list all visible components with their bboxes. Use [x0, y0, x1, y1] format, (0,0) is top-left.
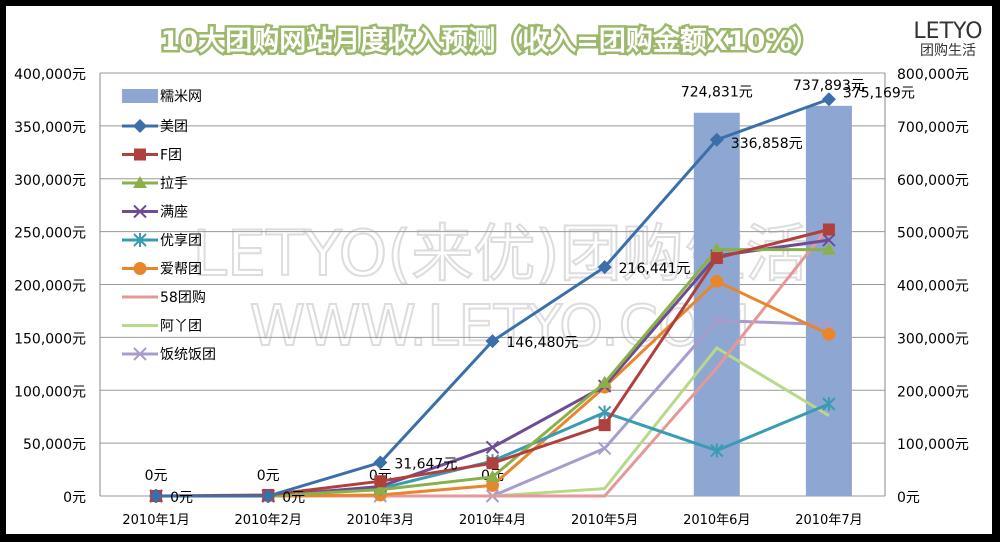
legend-label: 爱帮团 — [160, 262, 202, 278]
point-满座 — [133, 204, 147, 219]
line-data-label: 375,169元 — [843, 85, 915, 101]
point-饭统饭团 — [710, 313, 724, 328]
line-data-label: 0元 — [282, 490, 305, 506]
point-优享团 — [710, 443, 724, 458]
bar-data-label: 0元 — [145, 468, 168, 484]
point-满座 — [822, 233, 836, 247]
line-data-label: 336,858元 — [731, 136, 803, 152]
point-F团 — [374, 475, 387, 488]
y-left-tick: 250,000元 — [14, 226, 86, 242]
point-爱帮团 — [133, 262, 147, 275]
bar-data-label: 0元 — [257, 468, 280, 484]
y-left-tick: 300,000元 — [14, 173, 86, 189]
x-tick: 2010年2月 — [235, 513, 302, 528]
point-美团 — [261, 489, 276, 503]
point-饭统饭团 — [133, 347, 147, 361]
y-right-tick: 0元 — [897, 490, 920, 506]
point-拉手 — [133, 176, 147, 188]
line-data-label: 31,647元 — [394, 457, 457, 473]
y-left-tick: 150,000元 — [14, 331, 86, 347]
legend-label: 阿丫团 — [160, 319, 202, 335]
point-美团 — [149, 489, 164, 503]
point-拉手 — [597, 375, 612, 388]
y-left-tick: 350,000元 — [14, 120, 86, 136]
x-tick: 2010年7月 — [795, 513, 862, 528]
point-拉手 — [709, 242, 724, 255]
y-left-tick: 0元 — [63, 490, 86, 506]
x-tick: 2010年4月 — [459, 513, 526, 528]
point-拉手 — [485, 469, 500, 482]
point-美团 — [133, 119, 147, 133]
legend-label: 饭统饭团 — [160, 347, 216, 363]
line-data-label: 216,441元 — [619, 261, 691, 277]
point-美团 — [373, 455, 388, 470]
logo-top: LETYO — [913, 19, 982, 44]
legend-label: F团 — [160, 148, 182, 164]
bar-data-label: 724,831元 — [681, 85, 753, 101]
point-满座 — [485, 440, 500, 455]
point-拉手 — [373, 482, 388, 495]
point-美团 — [709, 132, 724, 147]
point-美团 — [821, 92, 836, 107]
y-right-tick: 200,000元 — [897, 384, 969, 400]
point-饭统饭团 — [597, 441, 612, 456]
point-美团 — [485, 334, 500, 349]
point-优享团 — [133, 233, 147, 247]
legend-swatch — [122, 89, 158, 103]
y-left-tick: 100,000元 — [14, 384, 86, 400]
legend-label: 优享团 — [160, 232, 202, 249]
y-left-tick: 200,000元 — [14, 279, 86, 295]
y-left-tick: 400,000元 — [14, 67, 86, 83]
point-F团 — [598, 419, 611, 432]
logo-bottom: 团购生活 — [920, 43, 976, 59]
legend-label: 糯米网 — [160, 89, 202, 105]
line-data-label: 146,480元 — [507, 335, 579, 351]
y-right-tick: 700,000元 — [897, 120, 969, 136]
point-拉手 — [821, 242, 836, 255]
point-F团 — [134, 148, 146, 161]
point-F团 — [486, 457, 499, 470]
x-tick: 2010年3月 — [347, 513, 414, 528]
y-right-tick: 100,000元 — [897, 437, 969, 453]
point-美团 — [597, 260, 612, 275]
y-right-tick: 300,000元 — [897, 331, 969, 347]
point-爱帮团 — [710, 274, 724, 288]
line-data-label: 0元 — [170, 490, 193, 506]
x-tick: 2010年5月 — [571, 513, 638, 528]
point-爱帮团 — [486, 478, 499, 492]
point-优享团 — [822, 396, 836, 411]
y-left-tick: 50,000元 — [23, 437, 86, 453]
x-tick: 2010年6月 — [683, 513, 750, 528]
legend-label: 拉手 — [160, 176, 188, 192]
chart-title: 10大团购网站月度收入预测（收入=团购金额X10%） — [161, 25, 820, 57]
y-right-tick: 800,000元 — [897, 67, 969, 83]
x-tick: 2010年1月 — [122, 513, 189, 528]
y-right-tick: 600,000元 — [897, 173, 969, 189]
bar-糯米网 — [693, 112, 740, 496]
point-优享团 — [597, 405, 612, 420]
legend-label: 满座 — [160, 205, 188, 221]
bar-data-label: 737,893元 — [793, 78, 865, 94]
legend-label: 美团 — [160, 119, 188, 135]
y-right-tick: 400,000元 — [897, 279, 969, 295]
legend-label: 58团购 — [160, 290, 206, 306]
point-爱帮团 — [822, 327, 836, 341]
point-F团 — [710, 252, 723, 265]
point-饭统饭团 — [822, 317, 836, 332]
point-F团 — [822, 223, 835, 236]
y-right-tick: 500,000元 — [897, 226, 969, 242]
bar-糯米网 — [805, 105, 852, 496]
